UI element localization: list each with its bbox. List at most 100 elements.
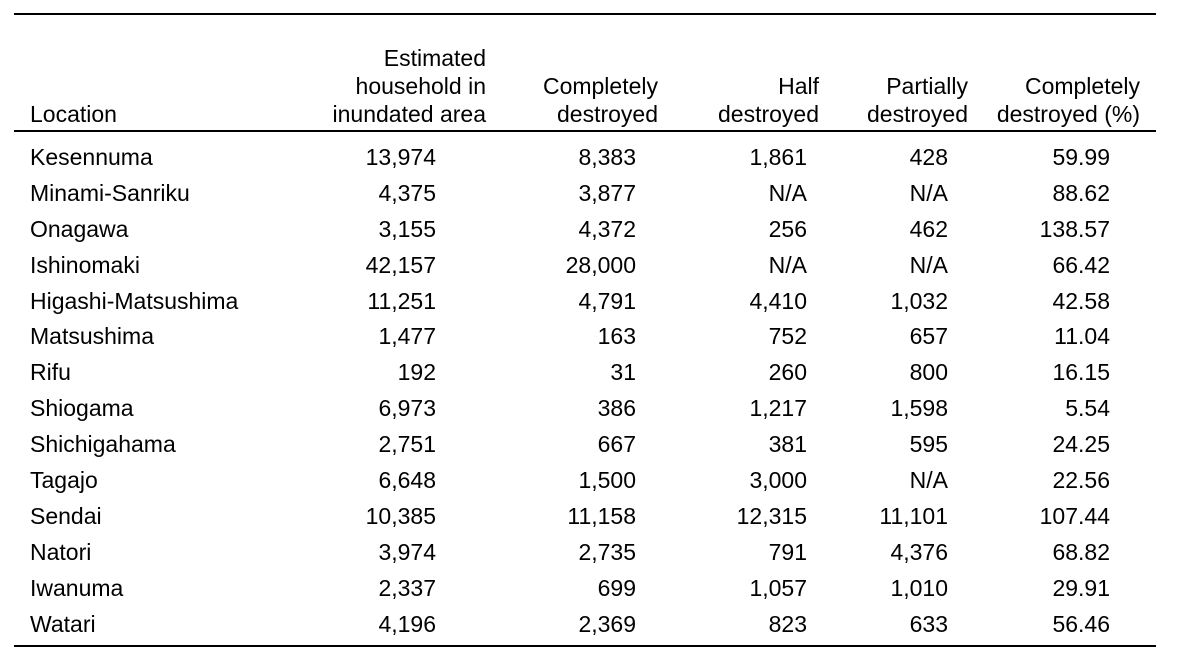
cell-partially-destroyed: 800 — [909, 359, 948, 386]
table-row: Higashi-Matsushima 11,251 4,791 4,410 1,032 4… — [14, 283, 1156, 319]
cell-half-destroyed: 381 — [768, 431, 807, 458]
cell-half-destroyed: N/A — [768, 251, 807, 278]
cell-completely-destroyed-percent: 42.58 — [1052, 287, 1110, 314]
cell-half-destroyed: 256 — [768, 215, 807, 242]
cell-estimated-households: 3,155 — [378, 215, 436, 242]
cell-completely-destroyed: 4,372 — [578, 215, 636, 242]
cell-completely-destroyed: 386 — [597, 395, 636, 422]
cell-partially-destroyed: 428 — [909, 143, 948, 170]
header-completely-destroyed: Completely destroyed — [542, 73, 658, 127]
cell-completely-destroyed-percent: 11.04 — [1054, 323, 1110, 350]
cell-estimated-households: 192 — [397, 359, 436, 386]
cell-half-destroyed: 1,217 — [749, 395, 807, 422]
table-body: Kesennuma 13,974 8,383 1,861 428 59.99 Minami-… — [14, 133, 1156, 641]
cell-location: Shichigahama — [30, 431, 176, 458]
cell-completely-destroyed: 3,877 — [578, 179, 636, 206]
cell-location: Natori — [30, 538, 92, 565]
cell-location: Shiogama — [30, 395, 134, 422]
cell-location: Rifu — [30, 359, 71, 386]
cell-estimated-households: 6,648 — [378, 466, 436, 493]
cell-estimated-households: 2,751 — [378, 431, 436, 458]
cell-location: Watari — [30, 610, 96, 637]
cell-location: Tagajo — [30, 466, 98, 493]
table-row: Natori 3,974 2,735 791 4,376 68.82 — [14, 534, 1156, 570]
cell-partially-destroyed: N/A — [909, 466, 948, 493]
cell-estimated-households: 6,973 — [378, 395, 436, 422]
cell-completely-destroyed: 2,369 — [578, 610, 636, 637]
cell-completely-destroyed-percent: 138.57 — [1039, 215, 1110, 242]
top-rule — [14, 13, 1156, 15]
cell-location: Minami-Sanriku — [30, 179, 190, 206]
cell-partially-destroyed: 11,101 — [879, 502, 948, 529]
cell-completely-destroyed-percent: 22.56 — [1052, 466, 1110, 493]
bottom-rule — [14, 645, 1156, 647]
cell-estimated-households: 1,477 — [378, 323, 436, 350]
cell-location: Sendai — [30, 502, 102, 529]
cell-partially-destroyed: 462 — [909, 215, 948, 242]
cell-location: Onagawa — [30, 215, 129, 242]
cell-partially-destroyed: 595 — [909, 431, 948, 458]
table-row: Iwanuma 2,337 699 1,057 1,010 29.91 — [14, 570, 1156, 606]
cell-completely-destroyed-percent: 29.91 — [1052, 574, 1110, 601]
cell-completely-destroyed-percent: 56.46 — [1052, 610, 1110, 637]
cell-partially-destroyed: 1,598 — [890, 395, 948, 422]
cell-partially-destroyed: 1,032 — [890, 287, 948, 314]
cell-completely-destroyed: 31 — [610, 359, 636, 386]
cell-half-destroyed: 260 — [768, 359, 807, 386]
cell-half-destroyed: 791 — [768, 538, 807, 565]
header-half-destroyed: Half destroyed — [717, 73, 819, 127]
header-completely-destroyed-percent: Completely destroyed (%) — [996, 73, 1140, 127]
cell-location: Ishinomaki — [30, 251, 140, 278]
cell-location: Matsushima — [30, 323, 154, 350]
cell-completely-destroyed-percent: 88.62 — [1052, 179, 1110, 206]
cell-half-destroyed: N/A — [768, 179, 807, 206]
cell-estimated-households: 11,251 — [367, 287, 436, 314]
cell-completely-destroyed-percent: 66.42 — [1052, 251, 1110, 278]
table-row: Ishinomaki 42,157 28,000 N/A N/A 66.42 — [14, 247, 1156, 283]
table-row: Shichigahama 2,751 667 381 595 24.25 — [14, 426, 1156, 462]
damage-table: Location Estimated household in inundate… — [14, 15, 1156, 641]
cell-completely-destroyed-percent: 5.54 — [1065, 395, 1110, 422]
cell-partially-destroyed: 633 — [909, 610, 948, 637]
cell-completely-destroyed: 2,735 — [578, 538, 636, 565]
cell-completely-destroyed-percent: 24.25 — [1052, 431, 1110, 458]
cell-completely-destroyed: 8,383 — [578, 143, 636, 170]
cell-completely-destroyed: 11,158 — [567, 502, 636, 529]
cell-completely-destroyed: 667 — [597, 431, 636, 458]
cell-estimated-households: 10,385 — [365, 502, 436, 529]
cell-estimated-households: 42,157 — [365, 251, 436, 278]
header-partially-destroyed: Partially destroyed — [866, 73, 968, 127]
cell-location: Iwanuma — [30, 574, 124, 601]
table-row: Rifu 192 31 260 800 16.15 — [14, 354, 1156, 390]
cell-completely-destroyed-percent: 68.82 — [1052, 538, 1110, 565]
header-location: Location — [30, 101, 117, 127]
cell-half-destroyed: 12,315 — [736, 502, 807, 529]
table-row: Sendai 10,385 11,158 12,315 11,101 107.44 — [14, 498, 1156, 534]
cell-estimated-households: 2,337 — [378, 574, 436, 601]
table-row: Matsushima 1,477 163 752 657 11.04 — [14, 318, 1156, 354]
cell-half-destroyed: 3,000 — [749, 466, 807, 493]
table-row: Watari 4,196 2,369 823 633 56.46 — [14, 606, 1156, 642]
cell-estimated-households: 3,974 — [378, 538, 436, 565]
table-row: Shiogama 6,973 386 1,217 1,598 5.54 — [14, 390, 1156, 426]
cell-estimated-households: 4,196 — [378, 610, 436, 637]
header-rule — [14, 130, 1156, 132]
cell-completely-destroyed: 163 — [597, 323, 636, 350]
cell-half-destroyed: 752 — [768, 323, 807, 350]
cell-half-destroyed: 823 — [768, 610, 807, 637]
cell-completely-destroyed-percent: 107.44 — [1039, 502, 1110, 529]
cell-completely-destroyed: 699 — [597, 574, 636, 601]
cell-completely-destroyed: 4,791 — [578, 287, 636, 314]
table-row: Onagawa 3,155 4,372 256 462 138.57 — [14, 211, 1156, 247]
cell-estimated-households: 4,375 — [378, 179, 436, 206]
cell-completely-destroyed-percent: 59.99 — [1052, 143, 1110, 170]
cell-location: Higashi-Matsushima — [30, 287, 239, 314]
table-row: Tagajo 6,648 1,500 3,000 N/A 22.56 — [14, 462, 1156, 498]
cell-completely-destroyed-percent: 16.15 — [1052, 359, 1110, 386]
cell-location: Kesennuma — [30, 143, 153, 170]
cell-completely-destroyed: 1,500 — [578, 466, 636, 493]
header-row: Location Estimated household in inundate… — [14, 15, 1156, 133]
cell-partially-destroyed: 657 — [909, 323, 948, 350]
header-estimated-households: Estimated household in inundated area — [332, 45, 486, 127]
cell-completely-destroyed: 28,000 — [565, 251, 636, 278]
